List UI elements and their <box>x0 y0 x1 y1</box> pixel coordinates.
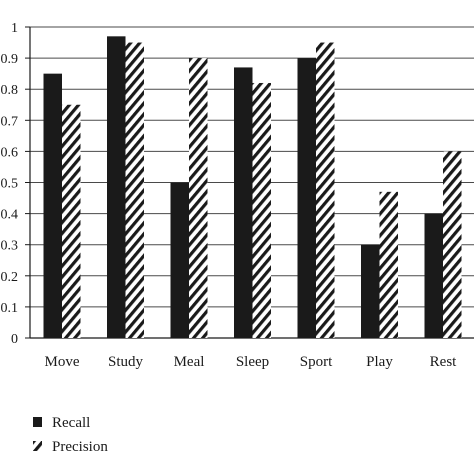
legend-label-precision: Precision <box>52 439 108 455</box>
y-tick-label: 0.7 <box>1 114 19 129</box>
y-tick-label: 0.4 <box>1 208 19 223</box>
bar-precision-move <box>62 104 81 338</box>
legend-swatch-recall <box>33 417 42 427</box>
legend-swatch-precision <box>33 441 42 451</box>
labels: 0 0.1 0.2 0.3 0.4 0.5 0.6 0.7 0.8 0.9 1 Move Study Me… <box>1 21 458 370</box>
bar-recall-play <box>361 244 380 338</box>
x-tick-label: Study <box>108 354 144 370</box>
bar-recall-sport <box>297 58 316 338</box>
x-tick-label: Meal <box>174 354 205 370</box>
bar-precision-sport <box>316 42 335 339</box>
bars <box>43 36 462 339</box>
x-tick-label: Sport <box>300 354 333 370</box>
bar-precision-rest <box>443 151 462 338</box>
x-tick-label: Move <box>45 354 80 370</box>
legend: Recall Precision <box>33 415 108 455</box>
bar-precision-study <box>125 42 144 339</box>
x-tick-label: Rest <box>430 354 458 370</box>
y-tick-label: 0.1 <box>1 301 19 316</box>
y-tick-label: 0.8 <box>1 83 19 98</box>
x-tick-label: Sleep <box>236 354 269 370</box>
bar-recall-rest <box>424 213 443 338</box>
bar-precision-play <box>379 191 398 338</box>
bar-recall-study <box>107 36 126 339</box>
y-tick-label: 0.3 <box>1 239 19 254</box>
bar-recall-move <box>43 73 62 339</box>
y-tick-label: 0 <box>11 332 18 347</box>
y-tick-label: 0.6 <box>1 145 19 160</box>
y-tick-label: 0.5 <box>1 177 19 192</box>
x-tick-label: Play <box>366 354 393 370</box>
legend-label-recall: Recall <box>52 415 90 431</box>
bar-recall-meal <box>170 182 189 338</box>
y-tick-label: 0.9 <box>1 52 19 67</box>
bar-precision-sleep <box>252 82 271 338</box>
y-tick-label: 1 <box>11 21 18 36</box>
bar-recall-sleep <box>234 67 253 339</box>
bar-precision-meal <box>189 58 208 338</box>
y-tick-label: 0.2 <box>1 270 19 285</box>
